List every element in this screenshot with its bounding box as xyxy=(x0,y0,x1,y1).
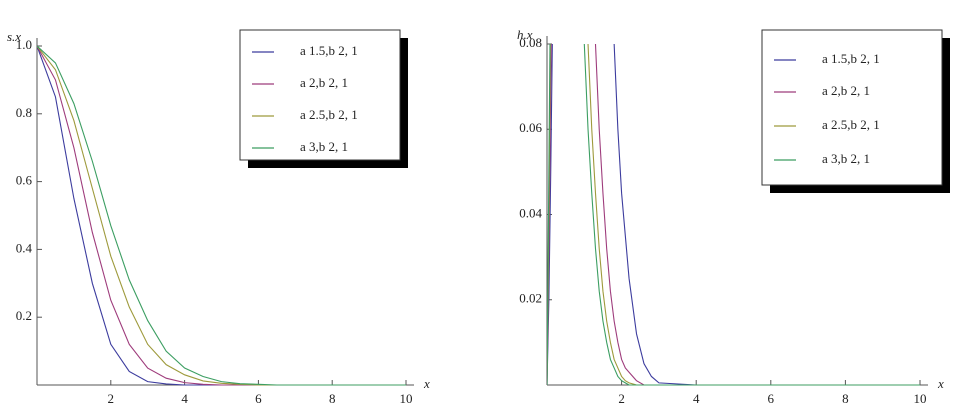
legend-label: a 2.5,b 2, 1 xyxy=(822,117,880,132)
plot-area: 2 4 6 8 10 0.2 0.4 0.6 0.8 1.0s.x x a 1.5,b 2, 1 a 2… xyxy=(7,29,430,406)
y-tick-label: 0.04 xyxy=(519,205,542,220)
y-tick-label: 0.2 xyxy=(16,308,32,323)
x-tick-label: 8 xyxy=(842,391,849,406)
legend-label: a 1.5,b 2, 1 xyxy=(300,43,358,58)
series-line xyxy=(547,44,920,386)
x-tick-label: 8 xyxy=(329,391,336,406)
series-clip xyxy=(547,44,920,386)
y-tick-label: 0.06 xyxy=(519,120,542,135)
x-tick-label: 6 xyxy=(255,391,262,406)
y-axis-label: h.x xyxy=(517,27,533,42)
x-tick-label: 10 xyxy=(400,391,413,406)
legend-label: a 1.5,b 2, 1 xyxy=(822,51,880,66)
x-tick-label: 6 xyxy=(768,391,775,406)
legend-label: a 2.5,b 2, 1 xyxy=(300,107,358,122)
legend xyxy=(761,29,943,186)
x-tick-label: 4 xyxy=(181,391,188,406)
y-tick-label: 1.0 xyxy=(16,37,32,52)
legend-label: a 3,b 2, 1 xyxy=(300,139,348,154)
y-tick-label: 0.8 xyxy=(16,105,32,120)
x-axis-label: x xyxy=(423,376,430,391)
y-tick-label: 0.6 xyxy=(16,173,33,188)
y-tick-label: 0.02 xyxy=(519,291,542,306)
series-line xyxy=(547,44,920,386)
legend-label: a 2,b 2, 1 xyxy=(822,83,870,98)
x-tick-label: 2 xyxy=(108,391,115,406)
y-axis-label: s.x xyxy=(7,29,21,44)
series-line xyxy=(37,46,406,386)
y-tick-label: 0.4 xyxy=(16,240,33,255)
x-tick-label: 2 xyxy=(618,391,625,406)
legend-label: a 2,b 2, 1 xyxy=(300,75,348,90)
x-axis-label: x xyxy=(937,376,944,391)
legend-label: a 3,b 2, 1 xyxy=(822,151,870,166)
x-tick-label: 10 xyxy=(914,391,927,406)
x-tick-label: 4 xyxy=(693,391,700,406)
plot-area: 2 4 6 8 10 0.02 0.04 0.06 0.08h.x x a 1.5,b 2, 1 a … xyxy=(517,27,950,406)
y-tick-label: 0.08 xyxy=(519,35,542,50)
series-clip xyxy=(37,46,406,386)
